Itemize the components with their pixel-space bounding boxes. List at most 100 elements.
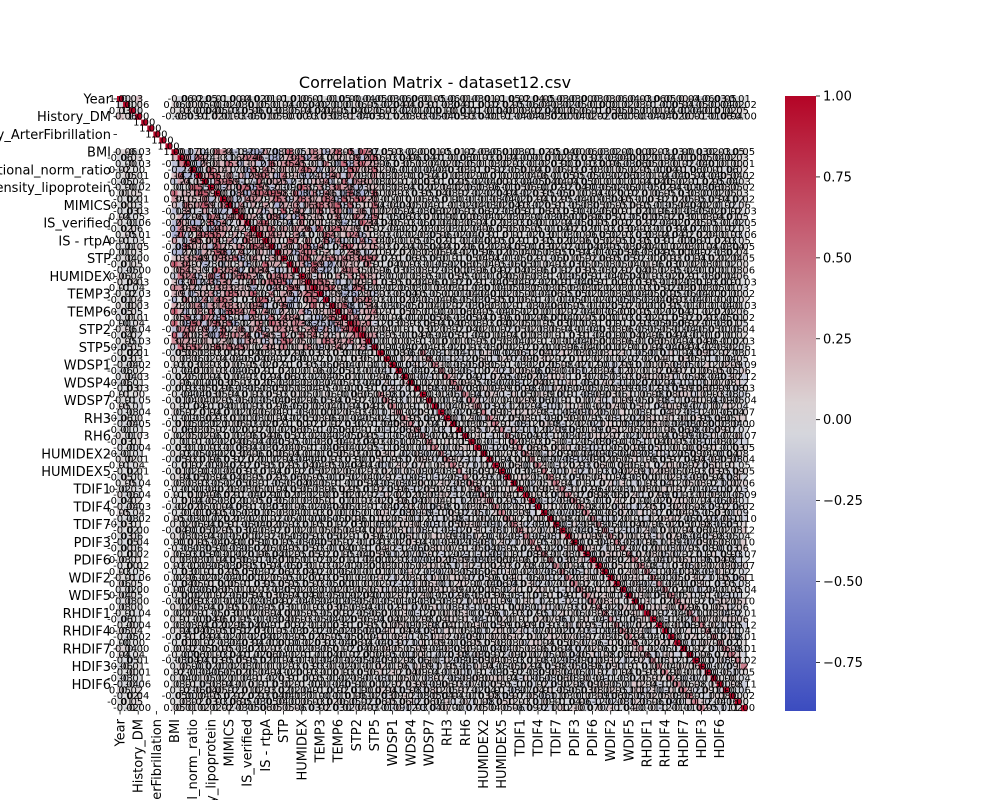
heatmap-cell: 0.15: [365, 166, 372, 174]
heatmap-cell: -0.05: [577, 101, 584, 108]
heatmap-cell: -0.05: [425, 166, 433, 174]
heatmap-cell: 0.01: [316, 107, 324, 114]
heatmap-cell: -0.03: [268, 107, 275, 114]
heatmap-cell: 0.46: [286, 161, 293, 168]
heatmap-cell: -0.02: [377, 101, 384, 108]
heatmap-cell: 0.06: [541, 101, 548, 108]
heatmap-cell: -0.00: [516, 155, 524, 162]
heatmap-cell: -0.02: [528, 149, 536, 156]
heatmap-cells: 1.00-0.060.030.130.03-0.06-0.030.020.00-…: [117, 96, 748, 712]
heatmap-cell: -0.04: [304, 101, 311, 108]
heatmap-cell: 0.02: [662, 149, 669, 156]
heatmap-cell: -0.00: [129, 166, 136, 174]
heatmap-cell: 0.06: [583, 149, 590, 156]
heatmap-cell: -0.02: [710, 113, 717, 120]
heatmap-cell: 0.03: [304, 113, 311, 120]
heatmap-cell: 0.04: [322, 107, 330, 114]
heatmap-cell: 0.01: [607, 101, 614, 108]
heatmap-cell: 0.03: [631, 101, 639, 108]
heatmap-cell: 0.00: [365, 96, 372, 103]
heatmap-cell: 0.13: [304, 149, 311, 156]
heatmap-cell: -0.01: [407, 166, 414, 174]
heatmap-cell: 0.03: [686, 113, 693, 120]
heatmap-cell: -0.03: [547, 96, 554, 103]
heatmap-cell: -0.15: [316, 161, 324, 168]
heatmap-cell: 0.03: [353, 96, 360, 103]
heatmap-cell: 0.03: [728, 107, 736, 114]
heatmap-cell: 0.01: [644, 101, 651, 108]
heatmap-cell: -0.01: [583, 166, 590, 174]
heatmap-cell: -0.21: [256, 161, 263, 168]
heatmap-cell: -0.04: [631, 107, 639, 114]
heatmap-cell: 0.07: [286, 166, 293, 174]
heatmap-cell: 0.03: [486, 161, 493, 168]
heatmap-cell: -0.13: [262, 155, 269, 162]
heatmap-cell: -0.00: [674, 107, 681, 114]
heatmap-cell: 0.03: [304, 96, 311, 103]
heatmap-cell: -0.04: [528, 96, 536, 103]
heatmap-cell: 0.00: [195, 96, 202, 103]
heatmap-cell: 0.04: [504, 101, 511, 108]
heatmap-cell: 0.03: [565, 166, 572, 174]
heatmap-cell: -0.03: [468, 96, 475, 103]
heatmap-cell: 1.00: [165, 143, 172, 150]
heatmap-cell: -0.04: [644, 113, 651, 120]
heatmap-cell: 0.06: [462, 166, 469, 174]
heatmap-cell: -0.03: [516, 149, 524, 156]
heatmap-cell: -0.05: [516, 161, 524, 168]
heatmap-cell: -0.04: [341, 96, 348, 103]
heatmap-cell: 1.00: [177, 155, 184, 162]
heatmap-cell: 0.21: [250, 161, 257, 168]
heatmap-cell: -0.02: [662, 161, 669, 168]
heatmap-cell: 0.29: [329, 166, 336, 174]
heatmap-cell: 0.00: [444, 107, 451, 114]
heatmap-cell: -0.02: [365, 107, 372, 114]
heatmap-cell: -0.01: [286, 96, 293, 103]
heatmap-cell: 0.02: [637, 161, 645, 168]
heatmap-cell: 0.01: [692, 113, 699, 120]
heatmap-cell: -0.02: [528, 101, 536, 108]
heatmap-cell: -0.04: [474, 96, 481, 103]
heatmap-cell: 0.01: [425, 96, 433, 103]
heatmap-cell: 0.08: [359, 166, 366, 174]
heatmap-cell: -0.02: [207, 96, 215, 103]
heatmap-cell: 0.04: [171, 107, 178, 114]
heatmap-cell: 0.04: [662, 155, 669, 162]
heatmap-cell: 0.05: [547, 149, 554, 156]
heatmap-cell: 0.00: [280, 96, 287, 103]
heatmap-cell: 0.03: [637, 96, 645, 103]
heatmap-cell: -0.05: [480, 113, 487, 120]
heatmap-cell: -0.05: [383, 161, 390, 168]
heatmap-cell: 0.05: [662, 96, 669, 103]
heatmap-cell: -0.04: [407, 149, 414, 156]
heatmap-cell: 1.00: [129, 107, 136, 114]
heatmap-cell: 0.13: [280, 149, 287, 156]
heatmap-cell: 0.03: [480, 155, 487, 162]
heatmap-cell: -0.03: [577, 166, 584, 174]
heatmap-cell: -0.06: [232, 107, 239, 114]
heatmap-cell: 0.03: [226, 107, 233, 114]
heatmap-cell: 0.44: [322, 161, 330, 168]
heatmap-cell: 0.19: [316, 149, 324, 156]
heatmap-cell: 0.05: [256, 101, 263, 108]
heatmap-cell: 0.03: [250, 101, 257, 108]
heatmap-cell: 0.01: [474, 161, 481, 168]
heatmap-cell: -0.03: [613, 149, 620, 156]
heatmap-cell: -0.02: [547, 113, 554, 120]
heatmap-cell: 0.01: [650, 107, 657, 114]
heatmap-cell: 0.01: [740, 161, 748, 168]
heatmap-cell: 0.06: [171, 101, 178, 108]
heatmap-cell: -0.01: [522, 155, 530, 162]
heatmap-cell: 0.13: [213, 155, 221, 162]
heatmap-cell: 0.04: [213, 101, 221, 108]
heatmap-cell: -0.04: [359, 96, 366, 103]
heatmap-cell: 0.01: [274, 113, 281, 120]
heatmap-cell: -0.03: [401, 96, 408, 103]
heatmap-cell: -0.03: [547, 161, 554, 168]
heatmap-cell: 0.27: [201, 161, 209, 168]
heatmap-cell: -0.05: [571, 101, 578, 108]
heatmap-cell: -0.26: [244, 166, 251, 174]
heatmap-cell: -0.00: [371, 113, 378, 120]
heatmap-cell: 0.01: [268, 101, 275, 108]
